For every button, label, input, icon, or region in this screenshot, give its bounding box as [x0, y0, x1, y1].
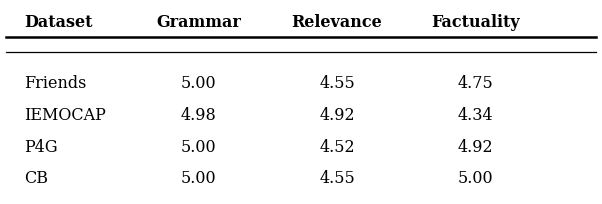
Text: IEMOCAP: IEMOCAP — [24, 107, 106, 124]
Text: 5.00: 5.00 — [458, 170, 494, 187]
Text: 5.00: 5.00 — [181, 75, 217, 92]
Text: CB: CB — [24, 170, 48, 187]
Text: 4.75: 4.75 — [458, 75, 494, 92]
Text: 5.00: 5.00 — [181, 139, 217, 156]
Text: Dataset: Dataset — [24, 14, 93, 31]
Text: Grammar: Grammar — [157, 14, 241, 31]
Text: 4.92: 4.92 — [319, 107, 355, 124]
Text: Factuality: Factuality — [431, 14, 520, 31]
Text: 4.34: 4.34 — [458, 107, 494, 124]
Text: 5.00: 5.00 — [181, 170, 217, 187]
Text: Relevance: Relevance — [292, 14, 382, 31]
Text: Friends: Friends — [24, 75, 87, 92]
Text: 4.98: 4.98 — [181, 107, 217, 124]
Text: 4.52: 4.52 — [319, 139, 355, 156]
Text: 4.55: 4.55 — [319, 75, 355, 92]
Text: 4.92: 4.92 — [458, 139, 494, 156]
Text: P4G: P4G — [24, 139, 58, 156]
Text: 4.55: 4.55 — [319, 170, 355, 187]
